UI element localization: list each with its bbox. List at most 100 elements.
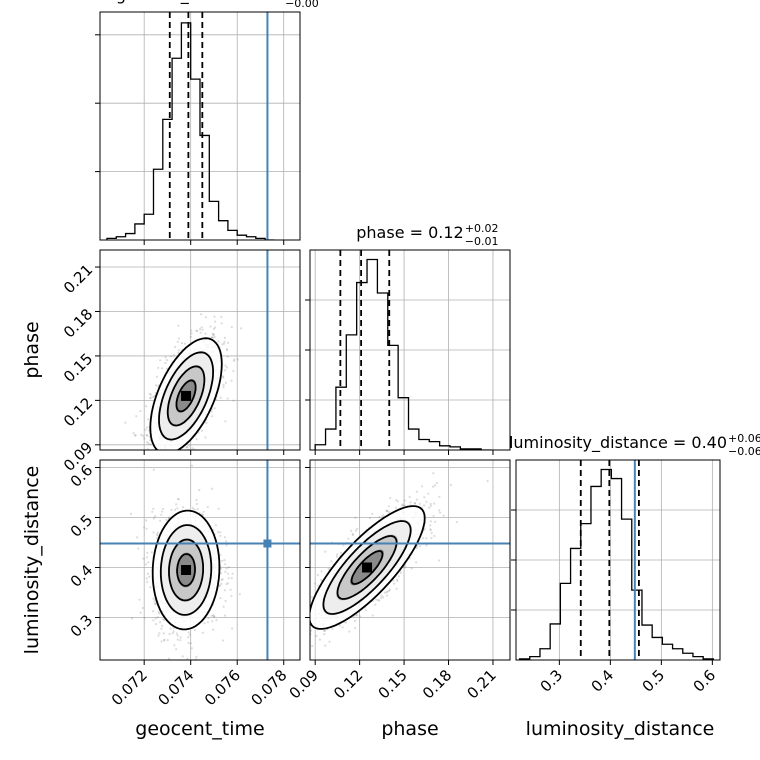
- scatter-point: [425, 537, 428, 540]
- scatter-point: [223, 336, 226, 339]
- scatter-point: [149, 396, 152, 399]
- y-tick-label: 0.15: [60, 350, 96, 386]
- panel-phase-vs-geocent_time: 0.090.120.150.180.21: [60, 249, 301, 492]
- scatter-point: [196, 329, 199, 333]
- scatter-point: [138, 598, 141, 601]
- x-tick-label: 0.5: [639, 666, 669, 696]
- scatter-point: [212, 327, 216, 330]
- scatter-point: [393, 582, 396, 585]
- scatter-point: [163, 638, 166, 641]
- scatter-point: [415, 561, 418, 564]
- scatter-point: [212, 615, 216, 618]
- scatter-point: [359, 615, 362, 618]
- scatter-point: [432, 514, 435, 518]
- scatter-point: [289, 653, 291, 655]
- scatter-point: [154, 602, 157, 605]
- scatter-point: [201, 328, 204, 331]
- scatter-point: [388, 589, 391, 592]
- y-tick-label: 0.5: [67, 511, 97, 541]
- scatter-point: [179, 636, 182, 639]
- scatter-point: [177, 351, 180, 354]
- scatter-point: [157, 634, 160, 637]
- panel-frame: [309, 459, 511, 661]
- scatter-point: [388, 588, 391, 591]
- scatter-point: [195, 438, 198, 441]
- scatter-point: [166, 452, 168, 454]
- scatter-point: [310, 596, 313, 599]
- scatter-point: [219, 534, 222, 538]
- scatter-point: [176, 507, 179, 510]
- scatter-point: [148, 469, 150, 471]
- scatter-point: [330, 560, 333, 563]
- scatter-point: [175, 503, 178, 506]
- scatter-point: [219, 597, 222, 600]
- scatter-point: [348, 630, 351, 633]
- scatter-point: [142, 526, 146, 529]
- scatter-point: [188, 444, 191, 447]
- scatter-point: [140, 433, 143, 436]
- y-tick-label: 0.4: [67, 561, 97, 591]
- x-tick-label: 0.078: [247, 666, 290, 709]
- scatter-point: [146, 572, 149, 576]
- scatter-point: [199, 328, 202, 331]
- scatter-point: [139, 611, 142, 614]
- x-tick-label: 0.12: [330, 666, 366, 702]
- scatter-point: [145, 490, 147, 492]
- scatter-point: [221, 559, 224, 563]
- scatter-point: [145, 577, 148, 580]
- scatter-point: [327, 567, 330, 570]
- histogram-step: [314, 258, 492, 450]
- density-layer: [288, 472, 489, 656]
- scatter-point: [238, 593, 241, 596]
- scatter-point: [341, 626, 344, 629]
- scatter-point: [423, 496, 426, 499]
- scatter-point: [147, 561, 150, 564]
- scatter-point: [307, 637, 309, 639]
- scatter-point: [172, 354, 175, 357]
- scatter-point: [323, 629, 326, 633]
- scatter-point: [340, 551, 343, 555]
- scatter-point: [177, 476, 179, 478]
- scatter-point: [408, 495, 411, 498]
- scatter-point: [385, 509, 388, 512]
- density-layer: [119, 313, 243, 492]
- scatter-point: [152, 507, 155, 510]
- scatter-point: [169, 627, 172, 630]
- scatter-point: [204, 436, 207, 439]
- scatter-point: [176, 497, 179, 500]
- scatter-point: [324, 550, 327, 553]
- scatter-point: [221, 639, 224, 642]
- scatter-point: [356, 527, 359, 530]
- title-value: 0.07: [248, 0, 284, 4]
- scatter-point: [210, 487, 213, 490]
- scatter-point: [223, 589, 226, 592]
- scatter-point: [207, 617, 210, 620]
- scatter-point: [301, 614, 303, 616]
- scatter-point: [143, 437, 146, 440]
- scatter-point: [221, 375, 225, 378]
- scatter-point: [371, 512, 374, 515]
- scatter-point: [225, 544, 228, 547]
- scatter-point: [188, 633, 192, 636]
- scatter-point: [222, 342, 226, 345]
- scatter-point: [200, 326, 203, 329]
- scatter-point: [379, 597, 382, 600]
- scatter-point: [145, 434, 149, 437]
- scatter-point: [427, 492, 430, 495]
- scatter-point: [167, 657, 170, 660]
- scatter-point: [154, 515, 157, 518]
- scatter-point: [288, 654, 290, 656]
- scatter-point: [141, 434, 144, 437]
- scatter-point: [148, 575, 151, 578]
- scatter-point: [433, 534, 436, 538]
- scatter-point: [429, 529, 432, 532]
- scatter-point: [201, 631, 204, 634]
- scatter-point: [224, 381, 227, 384]
- scatter-point: [307, 648, 309, 650]
- scatter-point: [215, 619, 218, 622]
- histogram-step: [518, 468, 715, 660]
- scatter-point: [190, 329, 193, 332]
- x-tick-label: 0.074: [154, 666, 197, 709]
- scatter-point: [177, 454, 179, 456]
